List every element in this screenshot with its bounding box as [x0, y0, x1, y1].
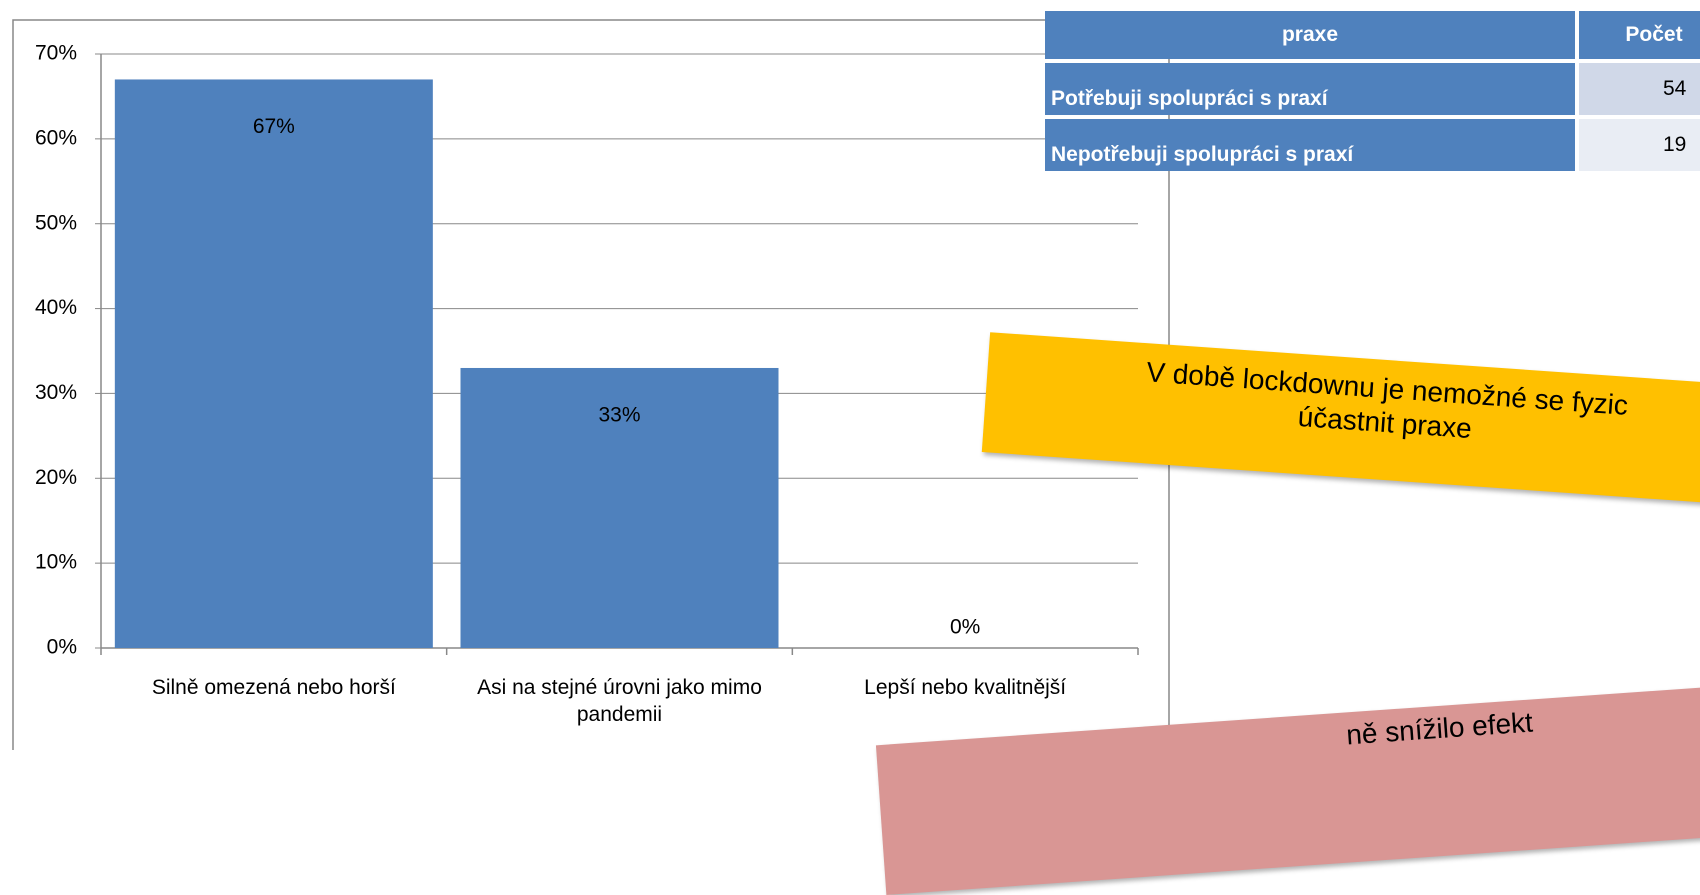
y-tick-label: 50%: [35, 211, 77, 234]
row-label: Potřebuji spolupráci s praxí: [1045, 63, 1575, 115]
y-tick-label: 10%: [35, 551, 77, 574]
bar: [114, 79, 433, 648]
cell: 54: [1579, 63, 1700, 115]
header-cell: praxe: [1045, 11, 1575, 59]
data-label: 0%: [950, 616, 980, 639]
x-tick-label: Asi na stejné úrovni jako mimo pandemii: [477, 676, 762, 726]
y-tick-label: 0%: [47, 636, 77, 659]
cell: 19: [1579, 119, 1700, 171]
slide: 0% 10% 20% 30% 40% 50% 60% 70% 67% 33% 0% Silně om…: [12, 7, 1700, 895]
y-tick-label: 20%: [35, 466, 77, 489]
header-cell: Počet: [1579, 11, 1700, 59]
x-tick-label: Lepší nebo kvalitnější: [864, 676, 1067, 699]
x-tick-label: Silně omezená nebo horší: [151, 676, 396, 699]
row-label: Nepotřebuji spolupráci s praxí: [1045, 119, 1575, 171]
data-label: 33%: [598, 404, 640, 427]
row: Potřebuji spolupráci s praxí 54: [1045, 63, 1700, 115]
header-row: praxe Počet: [1045, 11, 1700, 59]
row: Nepotřebuji spolupráci s praxí 19: [1045, 119, 1700, 171]
data-label: 67%: [253, 115, 295, 138]
chart: 0% 10% 20% 30% 40% 50% 60% 70% 67% 33% 0%: [12, 19, 1170, 750]
y-tick-label: 30%: [35, 381, 77, 404]
table: praxe Počet Potřebuji spolupráci s praxí…: [1041, 7, 1700, 175]
y-tick-label: 70%: [35, 42, 77, 65]
y-tick-label: 40%: [35, 296, 77, 319]
bar: [460, 367, 779, 648]
y-tick-label: 60%: [35, 126, 77, 149]
